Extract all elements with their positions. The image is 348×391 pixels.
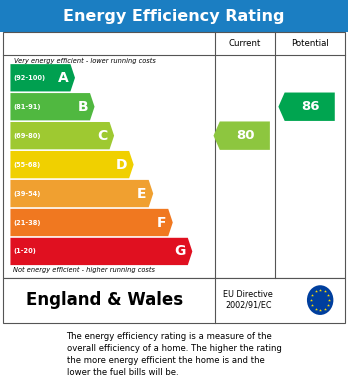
Polygon shape — [10, 151, 134, 178]
Text: G: G — [174, 244, 186, 258]
Text: (21-38): (21-38) — [13, 219, 41, 226]
Polygon shape — [10, 180, 153, 207]
Text: (69-80): (69-80) — [13, 133, 41, 139]
Polygon shape — [10, 122, 114, 149]
Text: A: A — [58, 71, 68, 85]
Text: 80: 80 — [236, 129, 254, 142]
Text: England & Wales: England & Wales — [26, 291, 183, 309]
Text: D: D — [116, 158, 127, 172]
Polygon shape — [278, 93, 335, 121]
Text: Potential: Potential — [291, 39, 329, 48]
Text: Current: Current — [229, 39, 261, 48]
Text: Not energy efficient - higher running costs: Not energy efficient - higher running co… — [13, 267, 155, 273]
Text: (92-100): (92-100) — [13, 75, 45, 81]
Circle shape — [307, 285, 333, 315]
Polygon shape — [10, 93, 95, 120]
Text: C: C — [97, 129, 108, 143]
Text: E: E — [137, 187, 147, 201]
Text: Energy Efficiency Rating: Energy Efficiency Rating — [63, 9, 285, 23]
Text: F: F — [157, 215, 166, 230]
Polygon shape — [10, 238, 192, 265]
Bar — [3, 32, 345, 278]
Text: (39-54): (39-54) — [13, 190, 41, 197]
Bar — [3, 278, 345, 323]
Text: The energy efficiency rating is a measure of the
overall efficiency of a home. T: The energy efficiency rating is a measur… — [66, 332, 282, 377]
Text: Very energy efficient - lower running costs: Very energy efficient - lower running co… — [14, 57, 156, 64]
Polygon shape — [214, 122, 270, 150]
Text: B: B — [77, 100, 88, 114]
Text: (1-20): (1-20) — [13, 248, 36, 255]
Text: (81-91): (81-91) — [13, 104, 41, 110]
Text: EU Directive
2002/91/EC: EU Directive 2002/91/EC — [223, 291, 273, 310]
Text: 86: 86 — [301, 100, 319, 113]
Polygon shape — [10, 64, 75, 91]
Text: (55-68): (55-68) — [13, 161, 40, 168]
Bar — [0, 0, 348, 32]
Polygon shape — [10, 209, 173, 236]
